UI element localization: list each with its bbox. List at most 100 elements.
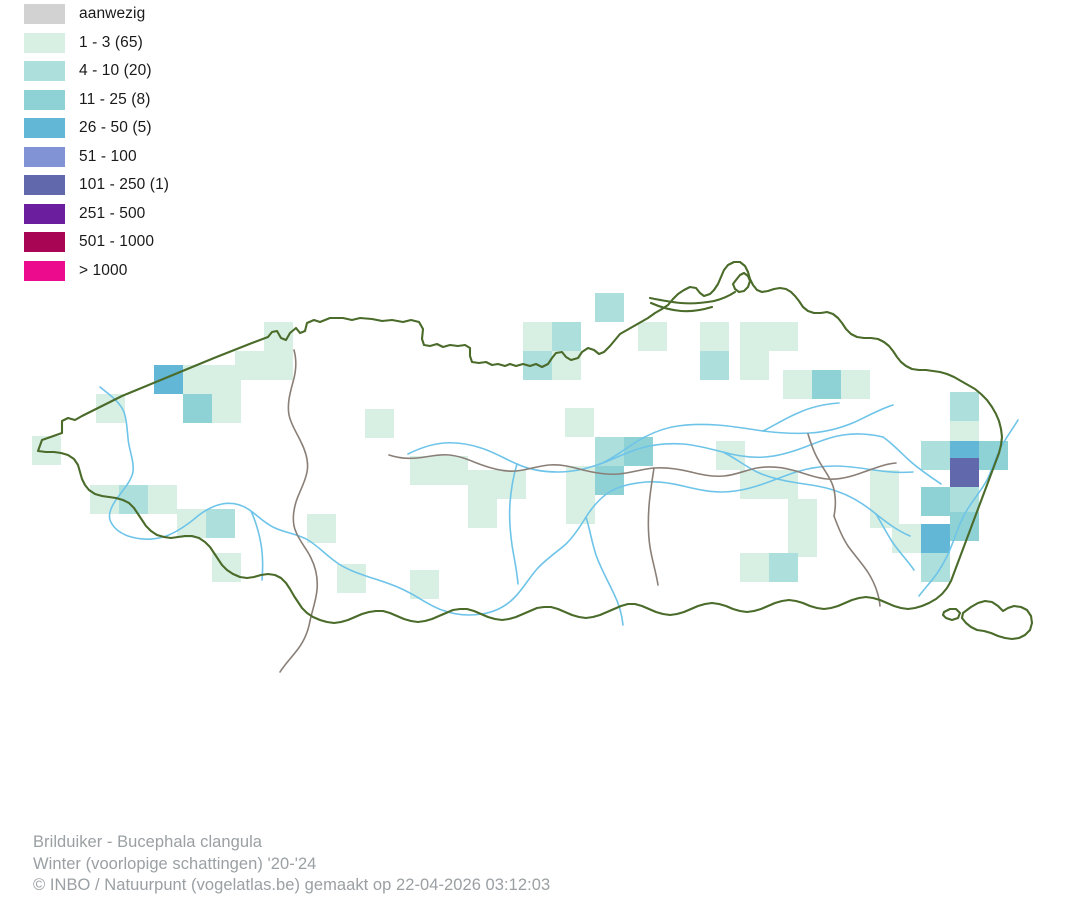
- grid-cell: [212, 365, 241, 394]
- grid-cell: [96, 394, 125, 423]
- grid-cell: [264, 351, 293, 380]
- grid-cell: [921, 441, 950, 470]
- grid-cell: [740, 322, 769, 351]
- legend-row: 4 - 10 (20): [0, 57, 300, 86]
- grid-cell: [870, 470, 899, 499]
- grid-cell: [183, 394, 212, 423]
- grid-cell: [841, 370, 870, 399]
- river-tributary-se: [875, 513, 915, 571]
- river-rupel-nete: [599, 404, 894, 465]
- grid-cell: [154, 365, 183, 394]
- river-tributary-sw: [250, 510, 264, 581]
- river-tributary-e: [882, 436, 942, 485]
- river-schelde-main: [407, 433, 884, 473]
- grid-cell: [812, 370, 841, 399]
- grid-cell: [740, 553, 769, 582]
- province-border-layer: [279, 349, 897, 673]
- grid-cell: [206, 509, 235, 538]
- grid-cell: [565, 408, 594, 437]
- legend-swatch-aanwezig: [24, 4, 65, 25]
- legend-label: 4 - 10 (20): [79, 62, 152, 80]
- voeren-exclave-outline: [960, 599, 1034, 641]
- grid-cell: [595, 437, 624, 466]
- caption-species: Brilduiker - Bucephala clangula: [33, 833, 263, 851]
- legend-swatch-4-10: [24, 61, 65, 82]
- grid-cell: [788, 499, 817, 528]
- river-kleine-nete: [762, 402, 840, 432]
- grid-cell: [212, 394, 241, 423]
- flanders-outline: [36, 260, 1004, 625]
- grid-cell: [439, 456, 468, 485]
- legend-swatch-over-1000: [24, 260, 65, 281]
- coastal-islet-outline: [731, 271, 752, 294]
- map-svg: [32, 260, 1034, 673]
- legend-row: 51 - 100: [0, 143, 300, 172]
- border-wvl-s: [279, 620, 311, 673]
- grid-cell: [638, 322, 667, 351]
- legend-row: 101 - 250 (1): [0, 171, 300, 200]
- grid-cell: [337, 564, 366, 593]
- grid-cell: [950, 458, 979, 487]
- distribution-map: [32, 260, 1034, 673]
- grid-cell: [595, 293, 624, 322]
- legend-label: 501 - 1000: [79, 233, 155, 251]
- map-caption: Brilduiker - Bucephala clangula Winter (…: [33, 832, 550, 897]
- grid-cell: [921, 487, 950, 516]
- legend-label: 1 - 3 (65): [79, 33, 143, 51]
- legend-swatch-501-1000: [24, 232, 65, 253]
- grid-cell: [950, 392, 979, 421]
- border-vb-mid: [647, 467, 659, 586]
- grid-cell: [365, 409, 394, 438]
- grid-cell: [523, 322, 552, 351]
- legend-label: 51 - 100: [79, 147, 137, 165]
- grid-cell: [769, 470, 798, 499]
- grid-cell: [468, 499, 497, 528]
- grid-cell: [769, 322, 798, 351]
- grid-cell: [32, 436, 61, 465]
- region-outline-layer: [36, 260, 1034, 641]
- grid-cell: [783, 370, 812, 399]
- scheldt-estuary-line: [648, 290, 737, 305]
- grid-cell: [566, 495, 595, 524]
- grid-cell: [410, 570, 439, 599]
- legend-row: 11 - 25 (8): [0, 86, 300, 115]
- border-vb-limburg: [690, 462, 897, 480]
- river-demer: [722, 451, 911, 537]
- border-limburg-s: [833, 515, 881, 607]
- river-ijzer: [99, 386, 483, 616]
- border-wvl-ovl: [287, 349, 319, 622]
- legend: aanwezig 1 - 3 (65) 4 - 10 (20) 11 - 25 …: [0, 0, 300, 285]
- legend-label: 251 - 500: [79, 204, 146, 222]
- legend-swatch-1-3: [24, 32, 65, 53]
- legend-row: 251 - 500: [0, 200, 300, 229]
- grid-cell: [921, 524, 950, 553]
- grid-cell: [950, 487, 979, 516]
- caption-credit: © INBO / Natuurpunt (vogelatlas.be) gema…: [33, 876, 551, 894]
- grid-cell: [307, 514, 336, 543]
- grid-cell: [468, 470, 497, 499]
- grid-cell: [410, 456, 439, 485]
- legend-swatch-26-50: [24, 118, 65, 139]
- legend-swatch-251-500: [24, 203, 65, 224]
- legend-row: > 1000: [0, 257, 300, 286]
- grid-cell: [552, 351, 581, 380]
- legend-label: aanwezig: [79, 5, 146, 23]
- grid-cell: [90, 485, 119, 514]
- legend-row: aanwezig: [0, 0, 300, 29]
- grid-cell: [148, 485, 177, 514]
- estuary-inner-line: [649, 301, 714, 313]
- legend-label: 101 - 250 (1): [79, 176, 170, 194]
- voeren-small-west: [941, 607, 962, 622]
- grid-cell: [921, 553, 950, 582]
- caption-period: Winter (voorlopige schattingen) '20-'24: [33, 854, 317, 873]
- legend-row: 1 - 3 (65): [0, 29, 300, 58]
- legend-row: 501 - 1000: [0, 228, 300, 257]
- legend-label: > 1000: [79, 261, 128, 279]
- river-schelde-west: [759, 465, 914, 486]
- border-ovl-antw-vb: [388, 454, 692, 476]
- legend-label: 11 - 25 (8): [79, 90, 151, 108]
- grid-cell: [769, 553, 798, 582]
- legend-label: 26 - 50 (5): [79, 119, 152, 137]
- grid-cell: [788, 528, 817, 557]
- river-zenne: [508, 463, 519, 585]
